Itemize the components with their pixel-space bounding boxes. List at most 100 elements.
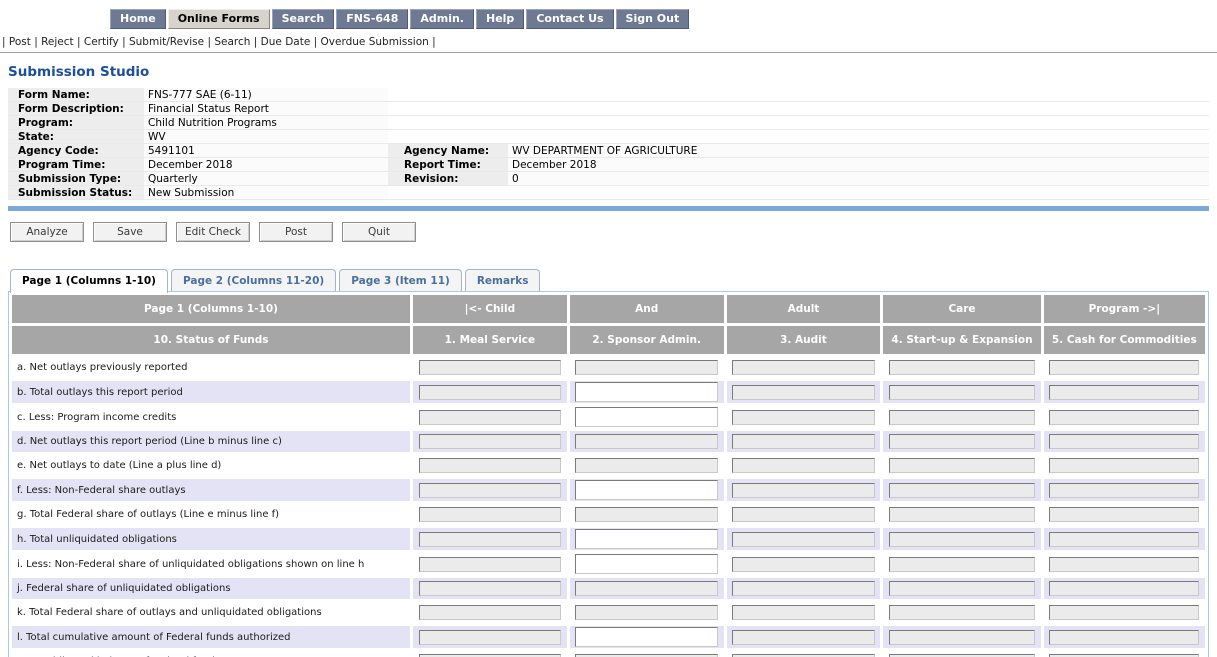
info-row-program: Program: Child Nutrition Programs <box>8 115 1209 130</box>
amount-input-k-3 <box>732 605 875 620</box>
revision-value: 0 <box>508 171 1209 186</box>
row-label-i: i. Less: Non-Federal share of unliquidat… <box>12 553 410 575</box>
grid-body: a. Net outlays previously reported b. Tot… <box>12 357 1205 657</box>
page-title: Submission Studio <box>8 64 150 80</box>
agency-code-label: Agency Code: <box>8 143 144 158</box>
grid-header-page-1-columns-1-10: Page 1 (Columns 1-10) <box>12 295 410 323</box>
amount-input-m-2 <box>575 654 718 657</box>
submission-status-label: Submission Status: <box>8 185 144 200</box>
grid-header-5-cash-for-commodities: 5. Cash for Commodities <box>1043 326 1205 354</box>
grid-cell-a-3 <box>726 357 881 378</box>
grid-cell-c-2 <box>569 406 724 428</box>
info-row-form-description: Form Description: Financial Status Repor… <box>8 101 1209 116</box>
menubar-separator: | <box>2 36 9 48</box>
save-button[interactable]: Save <box>93 222 167 242</box>
amount-input-l-1 <box>418 629 562 645</box>
grid-cell-h-2 <box>569 528 724 550</box>
grid-cell-h-4 <box>883 528 1041 550</box>
grid-cell-k-4 <box>883 602 1041 623</box>
amount-input-h-2[interactable] <box>575 529 718 549</box>
grid-cell-m-1 <box>413 651 567 657</box>
amount-input-l-5 <box>1049 629 1200 645</box>
nav-home[interactable]: Home <box>110 9 166 29</box>
top-nav: Home Online Forms Search FNS-648 Admin. Help C… <box>110 0 1217 29</box>
nav-help[interactable]: Help <box>476 9 525 29</box>
submission-status-value: New Submission <box>144 185 388 200</box>
grid-row-m: m. Unobligated balance of Federal funds <box>12 651 1205 657</box>
grid-cell-d-5 <box>1043 431 1205 452</box>
nav-online-forms[interactable]: Online Forms <box>167 9 270 29</box>
menu-due-date[interactable]: Due Date <box>260 36 314 48</box>
grid-header-1-meal-service: 1. Meal Service <box>413 326 567 354</box>
menu-certify[interactable]: Certify <box>83 36 123 48</box>
menubar-separator: | <box>253 36 261 48</box>
amount-input-d-5 <box>1049 434 1200 449</box>
amount-input-l-4 <box>889 629 1035 645</box>
tab-remarks[interactable]: Remarks <box>464 269 541 291</box>
nav-contact-us[interactable]: Contact Us <box>526 9 614 29</box>
amount-input-l-3 <box>732 629 875 645</box>
nav-sign-out[interactable]: Sign Out <box>615 9 690 29</box>
amount-input-d-2 <box>575 434 718 449</box>
amount-input-i-1 <box>418 556 562 572</box>
grid-cell-a-4 <box>883 357 1041 378</box>
grid-cell-d-1 <box>413 431 567 452</box>
grid-header-program: Program ->| <box>1043 295 1205 323</box>
menu-overdue-submission[interactable]: Overdue Submission <box>320 36 433 48</box>
amount-input-f-2[interactable] <box>575 480 718 500</box>
blue-divider <box>8 206 1209 211</box>
tab-page-3-item-11[interactable]: Page 3 (Item 11) <box>339 269 462 291</box>
toolbar: Analyze Save Edit Check Post Quit <box>10 220 1209 242</box>
amount-input-g-4 <box>889 507 1035 522</box>
amount-input-g-5 <box>1049 507 1200 522</box>
state-value: WV <box>144 129 388 144</box>
grid-header-2-sponsor-admin: 2. Sponsor Admin. <box>569 326 724 354</box>
agency-code-value: 5491101 <box>144 143 388 158</box>
tab-page-2-columns-11-20[interactable]: Page 2 (Columns 11-20) <box>170 269 337 291</box>
amount-input-l-2[interactable] <box>575 627 718 647</box>
row-label-d: d. Net outlays this report period (Line … <box>12 431 410 452</box>
amount-input-h-3 <box>732 531 875 547</box>
amount-input-i-2[interactable] <box>575 554 718 574</box>
grid-cell-k-1 <box>413 602 567 623</box>
grid-cell-h-5 <box>1043 528 1205 550</box>
grid-cell-k-2 <box>569 602 724 623</box>
amount-input-k-5 <box>1049 605 1200 620</box>
quit-button[interactable]: Quit <box>342 222 416 242</box>
amount-input-f-5 <box>1049 482 1200 498</box>
action-menubar: | Post | Reject | Certify | Submit/Revis… <box>0 31 1217 53</box>
edit-check-button[interactable]: Edit Check <box>176 222 250 242</box>
grid-cell-i-4 <box>883 553 1041 575</box>
grid-cell-l-1 <box>413 626 567 648</box>
menu-reject[interactable]: Reject <box>41 36 77 48</box>
nav-search[interactable]: Search <box>271 9 335 29</box>
grid-cell-j-1 <box>413 578 567 599</box>
analyze-button[interactable]: Analyze <box>10 222 84 242</box>
info-row-status: Submission Status: New Submission <box>8 185 1209 200</box>
row-label-b: b. Total outlays this report period <box>12 381 410 403</box>
nav-fns-648[interactable]: FNS-648 <box>336 9 409 29</box>
grid-row-e: e. Net outlays to date (Line a plus line… <box>12 455 1205 476</box>
grid-cell-b-2 <box>569 381 724 403</box>
amount-input-m-5 <box>1049 654 1200 657</box>
menu-submit-revise[interactable]: Submit/Revise <box>128 36 208 48</box>
amount-input-b-2[interactable] <box>575 382 718 402</box>
amount-input-b-1 <box>418 384 562 400</box>
post-button[interactable]: Post <box>259 222 333 242</box>
amount-input-h-4 <box>889 531 1035 547</box>
grid-header-adult: Adult <box>726 295 881 323</box>
amount-input-c-2[interactable] <box>575 407 718 427</box>
tab-page-1-columns-1-10[interactable]: Page 1 (Columns 1-10) <box>10 269 168 293</box>
grid-cell-e-1 <box>413 455 567 476</box>
nav-admin[interactable]: Admin. <box>410 9 474 29</box>
row-label-g: g. Total Federal share of outlays (Line … <box>12 504 410 525</box>
row-label-c: c. Less: Program income credits <box>12 406 410 428</box>
grid-cell-f-2 <box>569 479 724 501</box>
grid-row-a: a. Net outlays previously reported <box>12 357 1205 378</box>
grid-cell-i-2 <box>569 553 724 575</box>
amount-input-e-5 <box>1049 458 1200 473</box>
amount-input-a-5 <box>1049 360 1200 375</box>
menu-search[interactable]: Search <box>214 36 254 48</box>
menu-post[interactable]: Post <box>8 36 35 48</box>
grid-cell-d-3 <box>726 431 881 452</box>
